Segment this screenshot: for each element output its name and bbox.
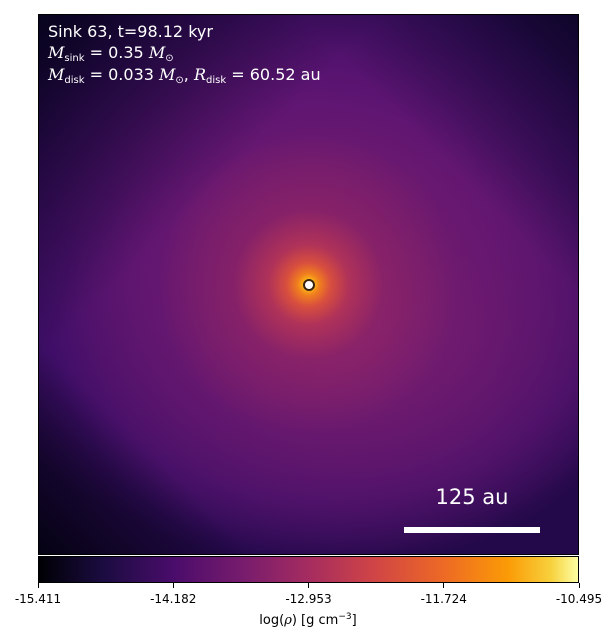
colorbar-label: log(ρ) [g cm−3] xyxy=(208,612,408,628)
msun-subscript: ⊙ xyxy=(165,53,174,64)
colorbar-tick xyxy=(308,583,309,588)
colorbar xyxy=(38,556,579,583)
colorbar-label-rho: ρ xyxy=(284,613,292,628)
colorbar-tick-label: -14.182 xyxy=(150,592,197,606)
sink-marker xyxy=(303,279,315,291)
disk-mass-subscript: disk xyxy=(64,75,85,86)
colorbar-tick-label: -11.724 xyxy=(420,592,467,606)
disk-radius-subscript: disk xyxy=(206,75,227,86)
disk-mass-symbol: M xyxy=(48,65,65,84)
colorbar-tick xyxy=(172,583,174,588)
colorbar-tick xyxy=(37,583,39,588)
disk-label: Mdisk = 0.033 M⊙, Rdisk = 60.52 au xyxy=(48,65,321,86)
colorbar-tick xyxy=(443,583,445,588)
sink-mass-label: Msink = 0.35 M⊙ xyxy=(48,43,174,69)
msun-symbol: M xyxy=(159,65,176,84)
colorbar-tick-label: -12.953 xyxy=(285,592,332,606)
disk-radius-symbol: R xyxy=(193,65,207,84)
sink-mass-value: = 0.35 xyxy=(89,43,144,62)
colorbar-label-prefix: log( xyxy=(259,613,285,628)
colorbar-label-units: ) [g cm xyxy=(291,613,339,628)
colorbar-label-exponent: −3 xyxy=(338,612,352,622)
sink-mass-symbol: M xyxy=(48,43,65,62)
sink-title: Sink 63, t=98.12 kyr xyxy=(48,22,213,41)
density-map: Sink 63, t=98.12 kyr Msink = 0.35 M⊙ Mdi… xyxy=(38,14,579,555)
msun-symbol: M xyxy=(148,43,166,62)
disk-mass-value: = 0.033 xyxy=(89,65,154,84)
colorbar-label-suffix: ] xyxy=(351,613,357,628)
colorbar-tick-label: -10.495 xyxy=(555,592,603,606)
sink-mass-subscript: sink xyxy=(64,53,85,64)
scalebar xyxy=(404,527,540,533)
msun-subscript: ⊙ xyxy=(175,75,184,86)
colorbar-tick xyxy=(578,583,580,588)
colorbar-tick-label: -15.411 xyxy=(14,592,62,606)
disk-radius-value: = 60.52 au xyxy=(231,65,321,84)
scalebar-label: 125 au xyxy=(435,485,509,509)
